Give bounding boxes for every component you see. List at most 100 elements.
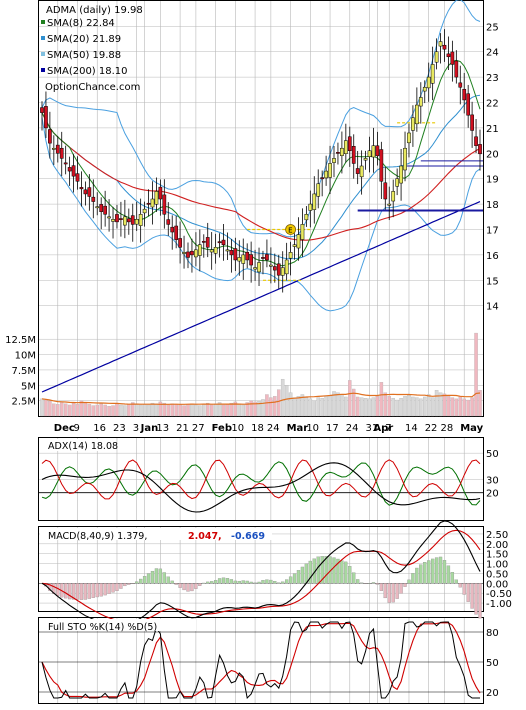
volume-bar-7: [67, 404, 72, 417]
volume-bar-91: [399, 398, 403, 417]
volume-bar-111: [478, 390, 482, 417]
legend-swatch-sma50: [41, 52, 45, 56]
macd-hist-bar-101: [438, 556, 443, 584]
candle-body-25: [138, 214, 143, 226]
candle-body-2: [48, 129, 52, 144]
candle-body-74: [332, 158, 336, 163]
candle-body-94: [411, 117, 415, 131]
x-label-2: 16: [93, 423, 106, 434]
candle-body-81: [359, 165, 364, 178]
macd-hist-bar-14: [95, 583, 99, 598]
candle-body-46: [221, 239, 226, 245]
macd-hist-bar-47: [225, 578, 230, 584]
volume-bar-29: [154, 403, 159, 417]
macd-title: MACD(8,40,9) 1.379,: [48, 531, 147, 542]
macd-hist-bar-33: [170, 580, 174, 584]
candle-body-53: [249, 254, 253, 266]
candlesticks: [40, 29, 482, 293]
candle-body-105: [454, 60, 459, 78]
price-tick-25: 25: [486, 22, 499, 33]
macd-hist-bar-98: [427, 560, 431, 584]
price-tick-18: 18: [486, 200, 499, 211]
adx-minus-di-line: [41, 461, 481, 506]
macd-hist-bar-91: [399, 583, 403, 594]
sto-tick-50: 50: [486, 658, 499, 669]
macd-hist-bar-27: [146, 573, 151, 584]
candle-body-21: [123, 216, 127, 226]
macd-hist-bar-45: [217, 578, 222, 584]
candle-body-96: [418, 97, 423, 107]
volume-bar-9: [75, 404, 80, 417]
legend-swatch-sma20: [41, 36, 45, 40]
macd-hist-bar-8: [71, 583, 76, 600]
candle-body-108: [466, 93, 471, 116]
volume-bar-90: [395, 399, 399, 417]
volume-bar-100: [434, 390, 439, 417]
macd-hist-bar-11: [83, 583, 88, 600]
candle-body-14: [95, 206, 100, 209]
macd-hist-bar-42: [206, 581, 210, 584]
adx-tick-30: 30: [486, 476, 499, 487]
volume-bar-96: [419, 398, 423, 417]
macd-tick-3: 1.00: [486, 560, 508, 571]
volume-bar-85: [375, 396, 380, 417]
candle-body-32: [166, 219, 171, 225]
candle-body-0: [40, 107, 44, 113]
volume-bar-64: [292, 397, 297, 417]
macd-hist-bar-109: [470, 583, 474, 609]
macd-hist-bar-43: [210, 581, 214, 584]
volume-bar-84: [371, 397, 376, 417]
volume-bar-4: [56, 404, 60, 417]
candle-body-78: [347, 136, 352, 152]
macd-hist-bar-30: [158, 568, 163, 584]
volume-bar-30: [158, 401, 163, 417]
volume-bar-101: [438, 392, 443, 417]
candle-body-27: [146, 202, 151, 205]
macd-hist-bar-24: [135, 581, 139, 584]
volume-bar-92: [403, 396, 407, 417]
price-tick-24: 24: [486, 48, 499, 59]
volume-bar-80: [355, 396, 360, 417]
adx-tick-50: 50: [486, 449, 499, 460]
volume-bar-24: [134, 403, 139, 417]
candle-body-35: [178, 238, 182, 248]
volume-bar-20: [119, 404, 123, 417]
volume-bar-107: [462, 398, 466, 417]
candle-body-30: [158, 186, 163, 200]
macd-tick-2: 1.50: [486, 550, 508, 561]
volume-bar-93: [407, 394, 411, 417]
candle-body-49: [233, 248, 238, 261]
candle-body-40: [197, 244, 202, 256]
macd-hist-bar-83: [367, 583, 372, 584]
candle-body-65: [296, 234, 301, 249]
chart-title: ADMA (daily) 19.98: [46, 5, 143, 16]
candle-body-22: [126, 218, 131, 223]
macd-hist-bar-44: [213, 580, 218, 584]
adx-title: ADX(14) 18.08: [48, 441, 118, 452]
candle-body-101: [438, 41, 443, 47]
macd-hist-bar-103: [446, 565, 451, 584]
candle-body-47: [225, 249, 230, 252]
macd-hist-bar-107: [462, 583, 466, 595]
volume-bar-109: [470, 397, 474, 417]
candle-body-86: [379, 149, 384, 182]
x-label-11: 18: [251, 423, 264, 434]
macd-panel: 2.502.001.501.000.500.00-0.50-1.00: [39, 520, 512, 626]
volume-bar-104: [450, 397, 455, 417]
adx-panel: 20 30 50: [39, 449, 499, 513]
candle-body-11: [83, 189, 88, 195]
macd-hist-bar-53: [249, 581, 253, 584]
sto-k-line: [41, 621, 480, 700]
volume-bar-86: [379, 382, 384, 417]
candle-body-44: [213, 247, 218, 254]
macd-hist-bar-37: [186, 583, 190, 592]
legend-item-sma50: SMA(50) 19.88: [41, 50, 121, 61]
macd-hist-bar-87: [383, 583, 387, 599]
legend-item-sma200: SMA(200) 18.10: [41, 66, 128, 77]
candle-body-88: [387, 203, 392, 206]
candle-body-93: [407, 132, 411, 144]
candle-body-18: [111, 219, 115, 222]
volume-bar-37: [186, 404, 190, 417]
candle-body-102: [442, 44, 447, 50]
x-label-16: 24: [346, 423, 359, 434]
